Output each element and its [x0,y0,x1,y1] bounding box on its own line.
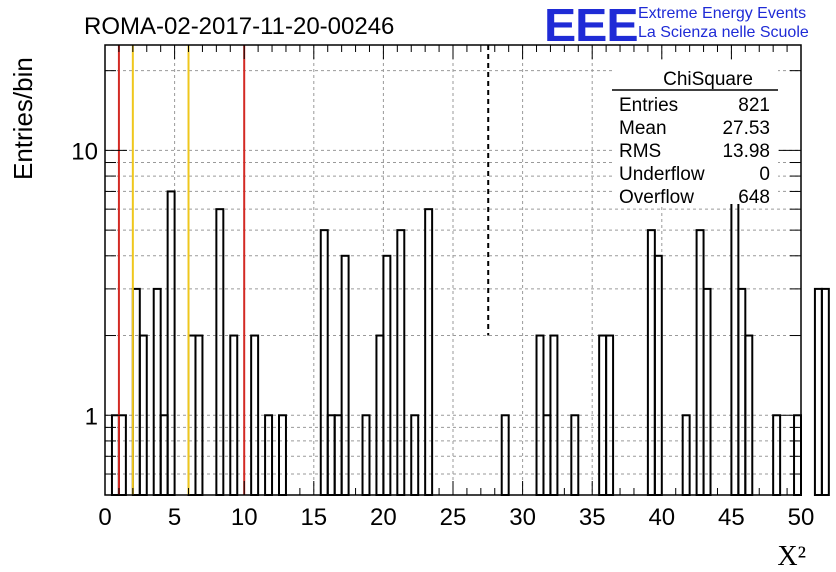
y-tick-label: 10 [71,138,98,165]
x-tick-label: 50 [788,504,815,531]
x-tick-label: 0 [98,504,111,531]
x-tick-label: 15 [300,504,327,531]
x-tick-label: 20 [370,504,397,531]
chart-title: ROMA-02-2017-11-20-00246 [84,13,394,40]
stats-row-value: 27.53 [722,118,770,139]
stats-title: ChiSquare [663,69,753,90]
eee-logo-line1: Extreme Energy Events [638,5,807,22]
stats-row-value: 648 [738,187,770,208]
x-tick-label: 45 [718,504,745,531]
x-tick-label: 10 [231,504,258,531]
stats-box [612,62,778,204]
stats-row-label: Underflow [619,164,705,185]
stats-row-label: Mean [619,118,667,139]
y-axis-label: Entries/bin [8,57,38,180]
x-tick-label: 30 [509,504,536,531]
x-tick-label: 40 [648,504,675,531]
stats-row-label: Entries [619,95,678,116]
x-tick-label: 25 [440,504,467,531]
stats-row-value: 13.98 [722,141,770,162]
y-tick-label: 1 [85,403,98,430]
stats-row-label: RMS [619,141,661,162]
eee-logo-mark: EEE [544,0,639,51]
x-axis-label: X² [777,541,806,572]
eee-logo: EEE Extreme Energy Events La Scienza nel… [544,0,832,51]
histogram-bin [813,287,823,497]
histogram-bin [820,287,830,497]
eee-logo-line2: La Scienza nelle Scuole [638,24,809,41]
x-tick-label: 5 [168,504,181,531]
stats-row-label: Overflow [619,187,694,208]
stats-row-value: 0 [759,164,770,185]
x-tick-label: 35 [579,504,606,531]
stats-row-value: 821 [738,95,770,116]
